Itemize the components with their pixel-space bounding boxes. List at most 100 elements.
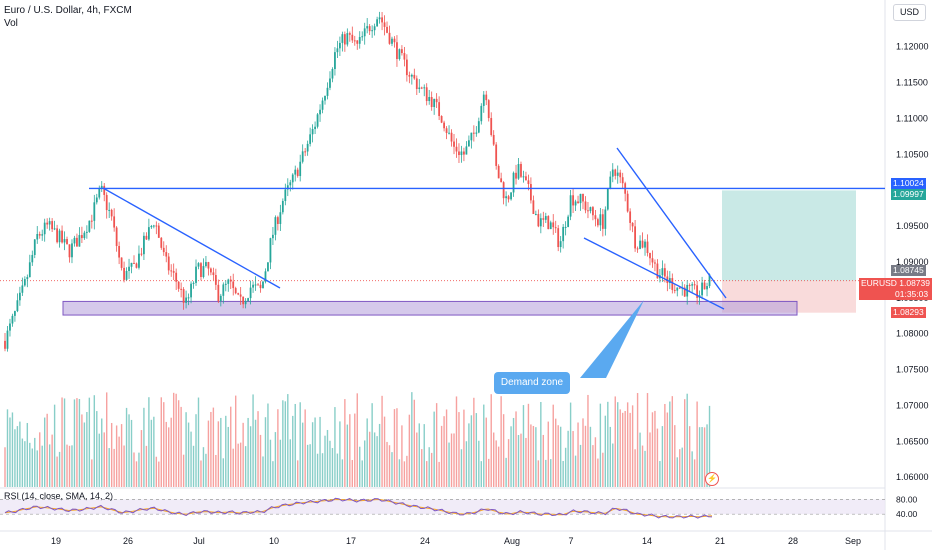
candle-body	[301, 151, 304, 162]
volume-bar	[540, 401, 542, 487]
volume-bar	[19, 421, 21, 487]
candle-body	[358, 37, 361, 44]
candle-body	[56, 228, 58, 243]
candle-body	[48, 221, 51, 225]
volume-bar	[108, 448, 110, 487]
candle-body	[589, 207, 592, 212]
volume-bar	[301, 422, 304, 487]
candle-body	[309, 134, 312, 144]
volume-bar	[373, 432, 376, 487]
volume-bar	[383, 416, 386, 487]
candle-body	[232, 281, 235, 289]
candle-body	[81, 235, 83, 239]
candle-body	[408, 75, 411, 77]
candle-body	[410, 74, 413, 77]
volume-bar	[520, 433, 522, 487]
volume-bar	[31, 448, 33, 487]
bar-countdown: 01:35:03	[895, 289, 929, 299]
volume-bar	[299, 402, 301, 487]
volume-bar	[225, 415, 227, 487]
candle-body	[162, 247, 165, 253]
volume-bar	[135, 461, 138, 487]
volume-bar	[172, 392, 175, 487]
candle-body	[157, 225, 160, 238]
volume-bar	[703, 427, 706, 487]
volume-bar	[51, 434, 53, 487]
volume-bar	[488, 458, 490, 487]
wedge-lower-line	[583, 237, 725, 310]
volume-bar	[691, 451, 693, 487]
volume-bar	[485, 417, 487, 487]
price-tick-label: 1.10500	[896, 149, 929, 159]
volume-bar	[475, 413, 478, 487]
volume-bar	[257, 411, 259, 487]
volume-bar	[58, 451, 61, 487]
candle-body	[393, 38, 396, 43]
candle-body	[510, 192, 512, 200]
volume-bar	[344, 399, 346, 487]
volume-bar	[378, 423, 381, 487]
candle-body	[606, 188, 609, 210]
candle-body	[259, 284, 262, 289]
flash-icon[interactable]: ⚡	[705, 472, 719, 486]
candle-body	[574, 201, 577, 206]
volume-bar	[659, 461, 661, 487]
price-tick-label: 1.11500	[896, 78, 928, 88]
candle-body	[329, 78, 331, 88]
volume-bar	[497, 446, 500, 487]
volume-bar	[564, 447, 567, 487]
price-tick-label: 1.09000	[896, 257, 929, 267]
volume-bar	[406, 455, 408, 487]
price-tick-label: 1.07500	[896, 365, 929, 375]
candle-body	[135, 263, 138, 268]
candle-body	[14, 311, 16, 316]
volume-bar	[279, 439, 282, 487]
volume-bar	[614, 396, 616, 487]
volume-bar	[177, 400, 180, 487]
candle-body	[93, 202, 96, 221]
candle-body	[386, 26, 388, 33]
volume-bar	[316, 453, 319, 487]
time-tick-label: Sep	[845, 536, 861, 546]
volume-bar	[66, 444, 68, 487]
candle-body	[530, 184, 532, 201]
candle-body	[254, 284, 257, 286]
candle-body	[634, 226, 636, 249]
candle-body	[435, 98, 438, 103]
volume-bar	[522, 405, 525, 487]
candle-body	[78, 235, 81, 247]
candle-body	[701, 282, 703, 296]
volume-bar	[262, 456, 264, 487]
candle-body	[619, 172, 622, 178]
time-tick-label: 21	[715, 536, 725, 546]
demand-zone-callout[interactable]: Demand zone	[494, 372, 570, 394]
volume-bar	[212, 407, 215, 487]
candle-body	[639, 240, 641, 249]
volume-bar	[123, 445, 125, 487]
volume-bar	[304, 409, 306, 487]
volume-bar	[73, 399, 76, 487]
volume-bar	[249, 426, 252, 487]
candle-body	[205, 262, 207, 267]
candle-body	[234, 288, 237, 294]
rsi-tick-label: 40.00	[896, 509, 918, 519]
candle-body	[564, 226, 567, 228]
volume-bar	[664, 403, 666, 487]
volume-bar	[306, 444, 309, 487]
candle-body	[599, 214, 602, 226]
candle-body	[115, 227, 118, 247]
volume-bar	[237, 443, 239, 487]
candle-body	[403, 53, 406, 60]
candle-body	[525, 176, 527, 181]
candle-body	[152, 225, 155, 227]
candle-body	[125, 270, 128, 280]
volume-bar	[197, 397, 200, 487]
candle-body	[368, 26, 371, 32]
rsi-label[interactable]: RSI (14, close, SMA, 14, 2)	[4, 491, 114, 501]
volume-bar	[428, 447, 430, 487]
volume-bar	[572, 431, 574, 487]
volume-bar	[91, 459, 93, 487]
currency-button[interactable]: USD	[893, 4, 926, 21]
volume-bar	[366, 418, 368, 487]
